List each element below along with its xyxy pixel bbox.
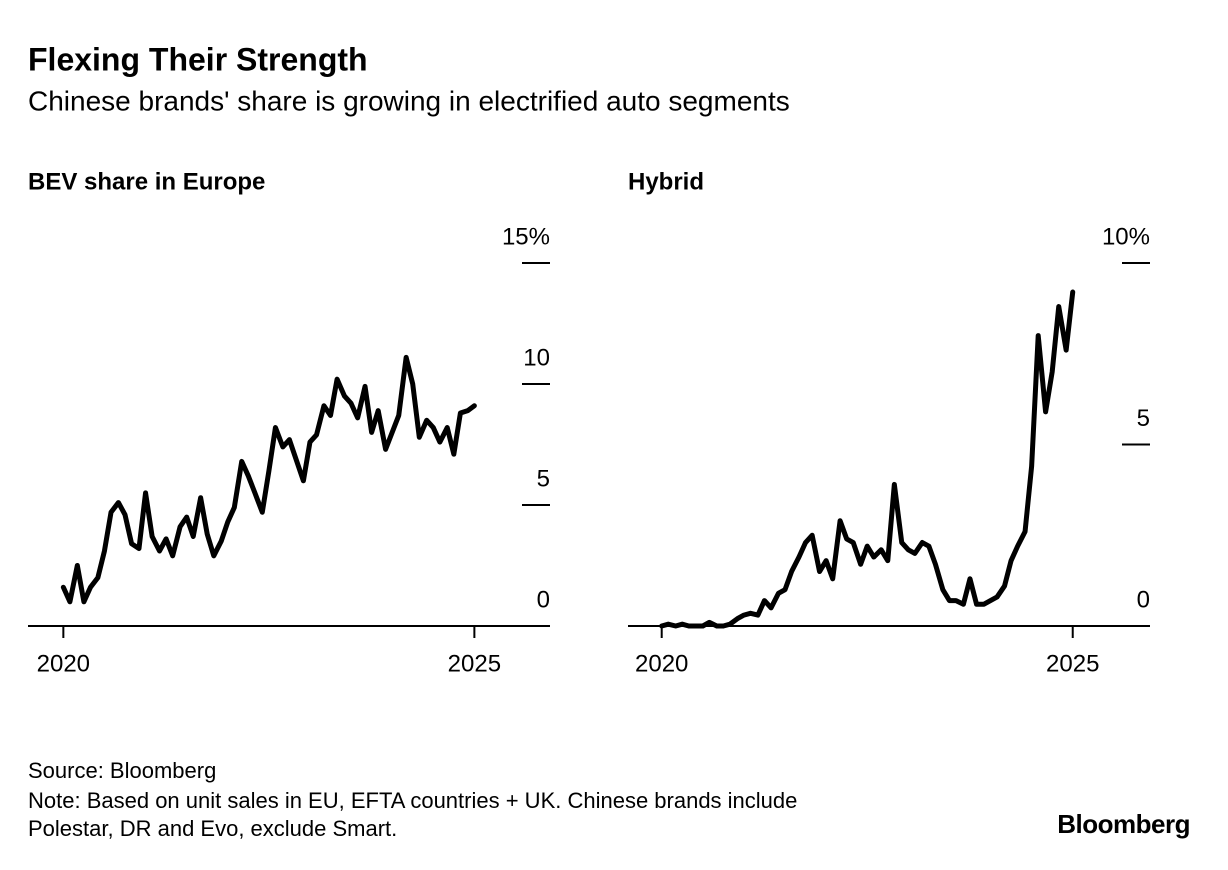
y-tick-label: 0 (1137, 586, 1150, 613)
subtitle: Chinese brands' share is growing in elec… (28, 85, 790, 116)
y-tick-label: 10% (1102, 223, 1150, 250)
source: Source: Bloomberg (28, 758, 216, 783)
y-tick-label: 0 (537, 586, 550, 613)
x-tick-label: 2025 (448, 650, 501, 677)
y-tick-label: 5 (537, 465, 550, 492)
brand: Bloomberg (1057, 809, 1190, 839)
title: Flexing Their Strength (28, 41, 368, 77)
panel-title: BEV share in Europe (28, 168, 265, 195)
note: Polestar, DR and Evo, exclude Smart. (28, 816, 397, 841)
panel-title: Hybrid (628, 168, 704, 195)
y-tick-label: 5 (1137, 405, 1150, 432)
y-tick-label: 10 (523, 344, 550, 371)
data-line (60, 354, 477, 605)
x-tick-label: 2020 (37, 650, 90, 677)
data-line (659, 289, 1076, 629)
x-tick-label: 2025 (1046, 650, 1099, 677)
note: Note: Based on unit sales in EU, EFTA co… (28, 788, 797, 813)
y-tick-label: 15% (502, 223, 550, 250)
x-tick-label: 2020 (635, 650, 688, 677)
